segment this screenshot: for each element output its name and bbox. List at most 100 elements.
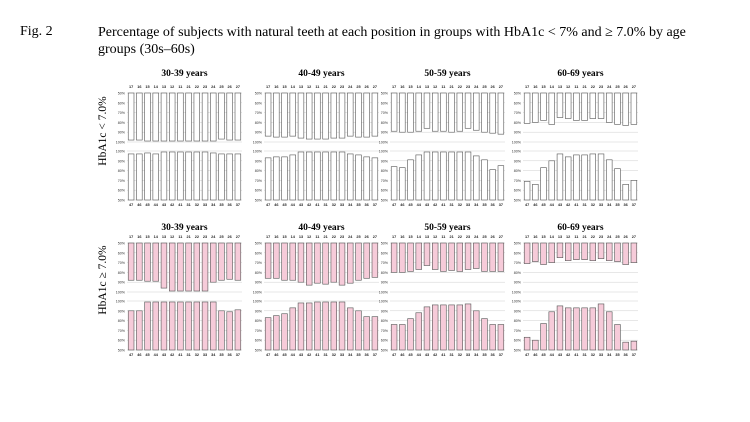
y-tick-label: 50% — [514, 349, 522, 353]
bar — [152, 242, 159, 282]
y-tick-label: 60% — [381, 251, 389, 255]
y-tick-label: 100% — [379, 150, 389, 154]
tooth-label: 27 — [632, 235, 636, 239]
tooth-label: 26 — [491, 235, 495, 239]
y-tick-label: 50% — [381, 199, 389, 203]
bar — [371, 92, 379, 137]
tooth-label: 26 — [365, 235, 369, 239]
bar — [581, 92, 588, 121]
tooth-label: 11 — [574, 85, 578, 89]
tooth-label: 36 — [365, 353, 369, 357]
tooth-label: 36 — [491, 353, 495, 357]
bar — [289, 307, 296, 351]
tooth-label: 35 — [219, 353, 223, 357]
tooth-label: 21 — [323, 235, 327, 239]
bar — [363, 156, 370, 201]
bar — [330, 151, 337, 201]
bar — [423, 151, 431, 201]
tooth-label: 17 — [266, 85, 270, 89]
bar — [338, 301, 346, 351]
y-tick-label: 80% — [381, 169, 389, 173]
y-tick-label: 50% — [118, 199, 126, 203]
bar — [289, 92, 296, 137]
tooth-label: 42 — [433, 203, 437, 207]
tooth-label: 43 — [425, 353, 429, 357]
tooth-label: 44 — [154, 353, 159, 357]
bar — [264, 92, 272, 137]
bar — [169, 301, 176, 351]
bar — [144, 92, 151, 142]
tooth-label: 16 — [533, 235, 537, 239]
tooth-label: 37 — [632, 203, 636, 207]
bar — [481, 159, 488, 201]
tooth-label: 41 — [574, 353, 578, 357]
tooth-label: 46 — [400, 203, 404, 207]
tooth-label: 35 — [356, 203, 360, 207]
bar — [614, 324, 621, 351]
tooth-label: 15 — [541, 85, 545, 89]
y-tick-label: 70% — [255, 261, 263, 265]
tooth-label: 44 — [291, 203, 296, 207]
tooth-label: 16 — [400, 235, 404, 239]
bar — [314, 301, 321, 351]
bar — [565, 92, 572, 119]
bar — [390, 166, 398, 201]
bar — [355, 154, 362, 201]
tooth-label: 41 — [315, 203, 319, 207]
tooth-label: 27 — [236, 85, 240, 89]
bar — [440, 304, 447, 351]
tooth-label: 22 — [458, 85, 462, 89]
bar — [630, 340, 638, 351]
y-tick-label: 90% — [514, 159, 522, 163]
bar — [464, 303, 472, 351]
y-tick-label: 90% — [118, 309, 126, 313]
bar — [532, 92, 539, 123]
y-tick-label: 70% — [381, 179, 389, 183]
bar — [540, 323, 547, 351]
bar — [160, 92, 168, 142]
bar — [226, 153, 233, 201]
tooth-label: 46 — [400, 353, 404, 357]
tooth-label: 14 — [291, 235, 296, 239]
tooth-label: 32 — [591, 203, 595, 207]
tooth-label: 43 — [299, 353, 303, 357]
bar — [399, 324, 406, 351]
tooth-label: 36 — [491, 203, 495, 207]
bar — [160, 151, 168, 201]
bar — [218, 242, 225, 281]
bar — [177, 151, 184, 201]
tooth-label: 33 — [203, 353, 207, 357]
tooth-label: 31 — [449, 353, 453, 357]
tooth-label: 26 — [491, 85, 495, 89]
y-tick-label: 50% — [118, 349, 126, 353]
y-tick-label: 70% — [255, 179, 263, 183]
tooth-label: 32 — [195, 353, 199, 357]
tooth-label: 11 — [315, 85, 319, 89]
tooth-label: 34 — [211, 353, 216, 357]
bar — [218, 92, 225, 140]
bar — [597, 92, 605, 119]
y-tick-label: 100% — [116, 291, 126, 295]
bar — [399, 92, 406, 133]
y-tick-label: 50% — [118, 92, 126, 96]
tooth-label: 35 — [615, 203, 619, 207]
tooth-label: 42 — [566, 203, 570, 207]
tooth-label: 24 — [474, 235, 479, 239]
bar — [481, 318, 488, 351]
tooth-label: 41 — [178, 353, 182, 357]
tooth-label: 37 — [499, 203, 503, 207]
tooth-label: 25 — [615, 235, 619, 239]
bar — [423, 306, 431, 351]
tooth-label: 33 — [599, 203, 603, 207]
y-tick-label: 90% — [118, 281, 126, 285]
tooth-label: 37 — [236, 203, 240, 207]
bar — [622, 242, 629, 265]
tooth-label: 17 — [525, 85, 529, 89]
y-tick-label: 80% — [255, 169, 263, 173]
bar — [297, 242, 305, 283]
y-tick-label: 90% — [381, 131, 389, 135]
tooth-label: 27 — [373, 85, 377, 89]
tooth-label: 25 — [482, 85, 486, 89]
tooth-label: 37 — [373, 203, 377, 207]
y-tick-label: 50% — [381, 92, 389, 96]
